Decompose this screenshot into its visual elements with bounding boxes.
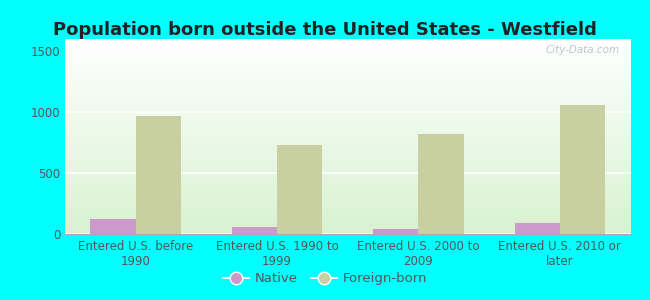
Bar: [560, 105, 605, 234]
Bar: [232, 227, 277, 234]
Bar: [136, 116, 181, 234]
Bar: [373, 229, 419, 234]
Legend: Native, Foreign-born: Native, Foreign-born: [218, 267, 432, 290]
Text: Population born outside the United States - Westfield: Population born outside the United State…: [53, 21, 597, 39]
Bar: [90, 219, 136, 234]
Bar: [277, 145, 322, 234]
Bar: [419, 134, 463, 234]
Text: City-Data.com: City-Data.com: [545, 45, 619, 55]
Bar: [515, 223, 560, 234]
